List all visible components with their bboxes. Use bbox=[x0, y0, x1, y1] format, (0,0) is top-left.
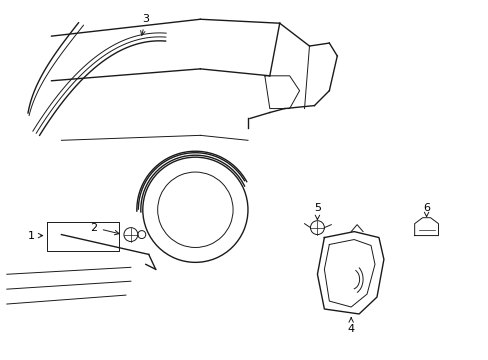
Text: 4: 4 bbox=[347, 318, 354, 334]
Text: 1: 1 bbox=[28, 230, 42, 240]
Text: 6: 6 bbox=[422, 203, 429, 217]
Text: 2: 2 bbox=[90, 222, 119, 235]
Text: 5: 5 bbox=[313, 203, 320, 220]
Text: 3: 3 bbox=[141, 14, 149, 35]
